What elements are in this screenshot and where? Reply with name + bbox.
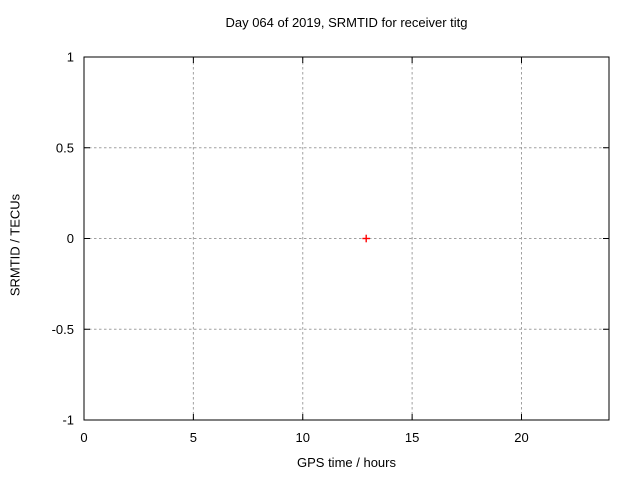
x-axis-label: GPS time / hours (297, 455, 396, 470)
chart-title: Day 064 of 2019, SRMTID for receiver tit… (225, 15, 468, 30)
x-tick-label: 20 (514, 430, 528, 445)
y-tick-label: -0.5 (52, 322, 74, 337)
x-tick-label: 5 (190, 430, 197, 445)
x-tick-label: 10 (296, 430, 310, 445)
x-tick-label: 0 (80, 430, 87, 445)
y-tick-label: 1 (67, 50, 74, 65)
y-tick-label: 0 (67, 231, 74, 246)
y-tick-label: -1 (62, 413, 74, 428)
y-tick-label: 0.5 (56, 140, 74, 155)
x-tick-label: 15 (405, 430, 419, 445)
